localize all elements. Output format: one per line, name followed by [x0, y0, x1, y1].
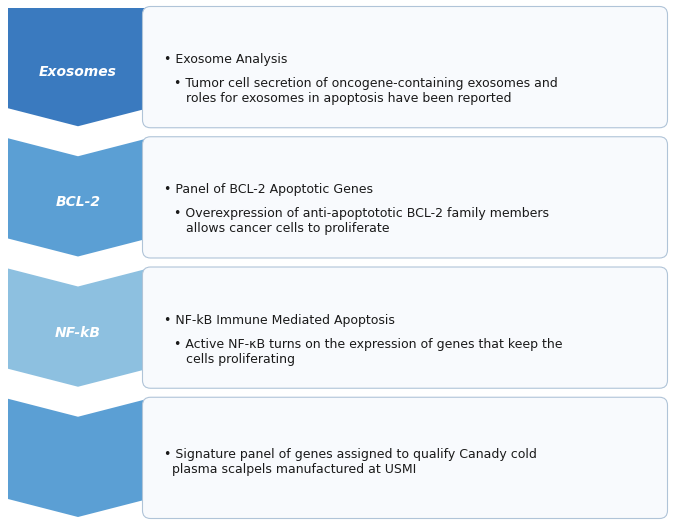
FancyBboxPatch shape	[143, 136, 668, 258]
Text: • Tumor cell secretion of oncogene-containing exosomes and
   roles for exosomes: • Tumor cell secretion of oncogene-conta…	[174, 77, 558, 105]
FancyBboxPatch shape	[150, 405, 660, 511]
FancyBboxPatch shape	[150, 14, 660, 120]
Polygon shape	[8, 138, 148, 257]
FancyBboxPatch shape	[143, 267, 668, 388]
Text: • Active NF-κB turns on the expression of genes that keep the
   cells prolifera: • Active NF-κB turns on the expression o…	[174, 338, 563, 365]
Text: NF-kB: NF-kB	[55, 326, 101, 340]
FancyBboxPatch shape	[143, 397, 668, 519]
FancyBboxPatch shape	[150, 275, 660, 381]
Polygon shape	[8, 268, 148, 387]
Text: • Overexpression of anti-apoptototic BCL-2 family members
   allows cancer cells: • Overexpression of anti-apoptototic BCL…	[174, 207, 549, 235]
Text: Exosomes: Exosomes	[39, 65, 117, 79]
Polygon shape	[8, 399, 148, 517]
Text: BCL-2: BCL-2	[55, 195, 100, 209]
Text: • Exosome Analysis: • Exosome Analysis	[164, 53, 287, 66]
FancyBboxPatch shape	[143, 6, 668, 128]
Text: • Signature panel of genes assigned to qualify Canady cold
  plasma scalpels man: • Signature panel of genes assigned to q…	[164, 448, 537, 476]
Polygon shape	[8, 8, 148, 126]
FancyBboxPatch shape	[150, 144, 660, 250]
Text: • Panel of BCL-2 Apoptotic Genes: • Panel of BCL-2 Apoptotic Genes	[164, 183, 373, 196]
Text: • NF-kB Immune Mediated Apoptosis: • NF-kB Immune Mediated Apoptosis	[164, 313, 395, 327]
